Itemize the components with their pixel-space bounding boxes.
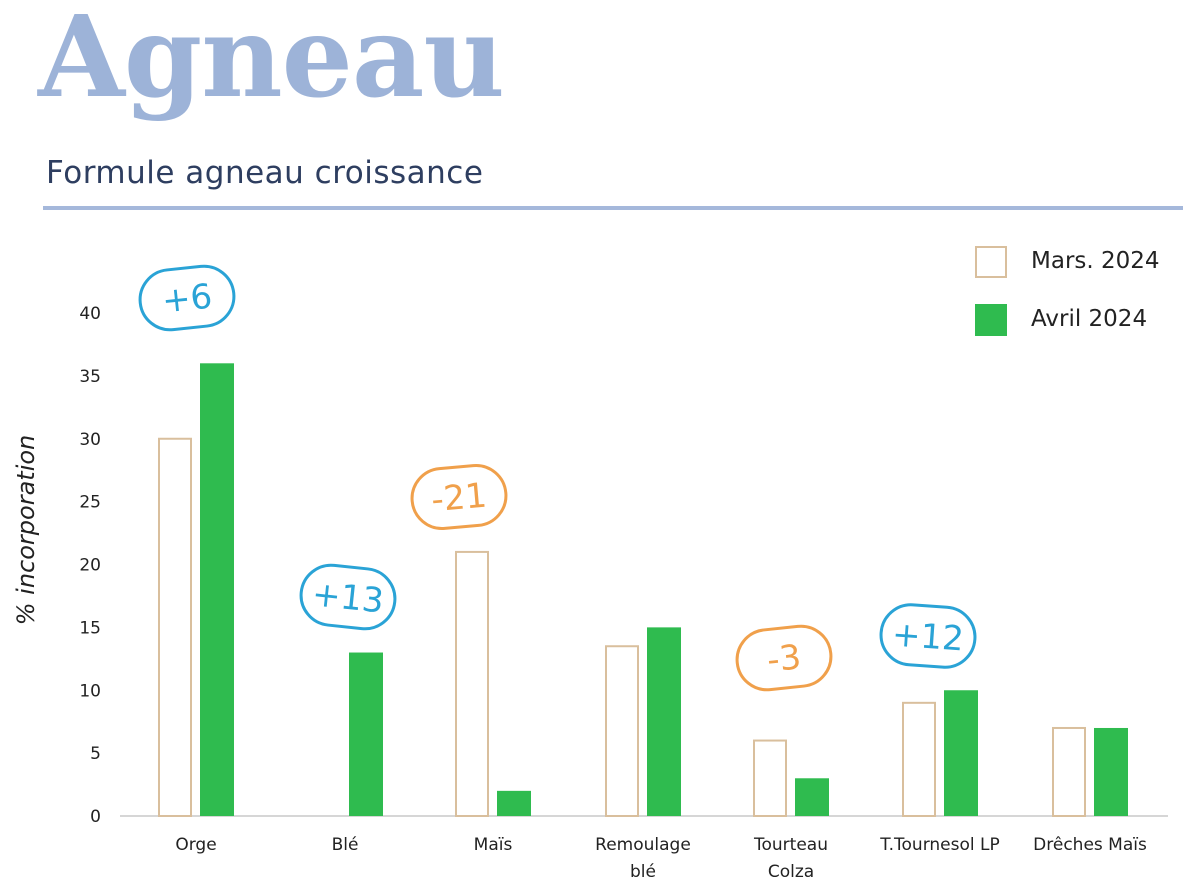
x-category-label: blé xyxy=(630,862,656,882)
change-badge-label: -3 xyxy=(765,637,803,680)
x-category-label: Tourteau xyxy=(753,835,828,855)
change-badge-label: +13 xyxy=(310,574,386,621)
legend-swatch-avril xyxy=(975,304,1007,336)
bar-avril-2024 xyxy=(200,363,234,816)
bar-avril-2024 xyxy=(795,778,829,816)
bar-avril-2024 xyxy=(647,627,681,816)
x-category-label: Drêches Maïs xyxy=(1033,835,1147,855)
y-tick-label: 0 xyxy=(90,807,101,827)
legend-label-avril: Avril 2024 xyxy=(1031,306,1148,332)
bars-layer xyxy=(158,363,1128,818)
legend-item-avril: Avril 2024 xyxy=(975,302,1185,360)
y-tick-label: 10 xyxy=(79,681,101,701)
bar-mars-2024 xyxy=(455,550,489,817)
y-tick-label: 30 xyxy=(79,430,101,450)
bar-mars-2024 xyxy=(158,437,192,817)
bar-avril-2024 xyxy=(944,690,978,816)
change-badge-outline xyxy=(410,464,508,530)
change-badge: +6 xyxy=(138,264,236,332)
x-category-label: Remoulage xyxy=(595,835,691,855)
x-category-label: Orge xyxy=(175,835,216,855)
bar-mars-2024 xyxy=(753,739,787,817)
change-badge: -3 xyxy=(735,624,833,692)
bar-avril-2024 xyxy=(1094,727,1128,816)
change-badge-label: +12 xyxy=(891,615,965,660)
change-badge-outline xyxy=(735,624,833,692)
annotations-layer: +6 +13 -21 -3 +12 xyxy=(138,264,977,692)
bar-avril-2024 xyxy=(349,652,383,816)
bar-mars-2024 xyxy=(605,645,639,817)
x-category-label: Colza xyxy=(768,862,814,882)
title-divider xyxy=(43,206,1183,210)
x-category-label: T.Tournesol LP xyxy=(879,835,999,855)
change-badge-outline xyxy=(879,603,977,669)
axis-layer: 0 5 10 15 20 25 30 35 40 Orge Blé Maïs Remoulage blé T… xyxy=(79,304,1168,882)
change-badge-outline xyxy=(138,264,236,332)
change-badge: -21 xyxy=(410,464,508,530)
legend-item-mars: Mars. 2024 xyxy=(975,244,1185,302)
legend: Mars. 2024 Avril 2024 xyxy=(975,244,1185,360)
bar-avril-2024 xyxy=(497,790,531,816)
x-category-label: Maïs xyxy=(474,835,513,855)
chart-title: Agneau xyxy=(38,0,505,123)
x-category-label: Blé xyxy=(332,835,359,855)
change-badge-label: +6 xyxy=(160,276,214,321)
change-badge-label: -21 xyxy=(430,476,489,521)
y-tick-label: 15 xyxy=(79,618,101,638)
change-badge: +13 xyxy=(299,563,397,631)
y-tick-label: 25 xyxy=(79,493,101,513)
chart-subtitle: Formule agneau croissance xyxy=(46,155,484,191)
change-badge-outline xyxy=(299,563,397,631)
bar-mars-2024 xyxy=(1052,726,1086,817)
y-tick-label: 5 xyxy=(90,744,101,764)
y-tick-label: 35 xyxy=(79,367,101,387)
y-tick-label: 20 xyxy=(79,556,101,576)
legend-label-mars: Mars. 2024 xyxy=(1031,248,1160,274)
y-tick-label: 40 xyxy=(79,304,101,324)
bar-mars-2024 xyxy=(902,701,936,818)
change-badge: +12 xyxy=(879,603,977,669)
legend-swatch-mars xyxy=(975,246,1007,278)
y-axis-label: % incorporation xyxy=(12,435,40,626)
